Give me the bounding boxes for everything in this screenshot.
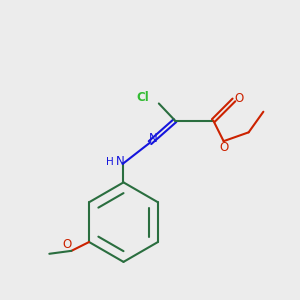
- Text: Cl: Cl: [137, 92, 150, 104]
- Text: N: N: [116, 155, 125, 168]
- Text: H: H: [106, 157, 114, 167]
- Text: O: O: [62, 238, 72, 251]
- Text: O: O: [219, 141, 228, 154]
- Text: O: O: [234, 92, 244, 105]
- Text: N: N: [149, 132, 158, 145]
